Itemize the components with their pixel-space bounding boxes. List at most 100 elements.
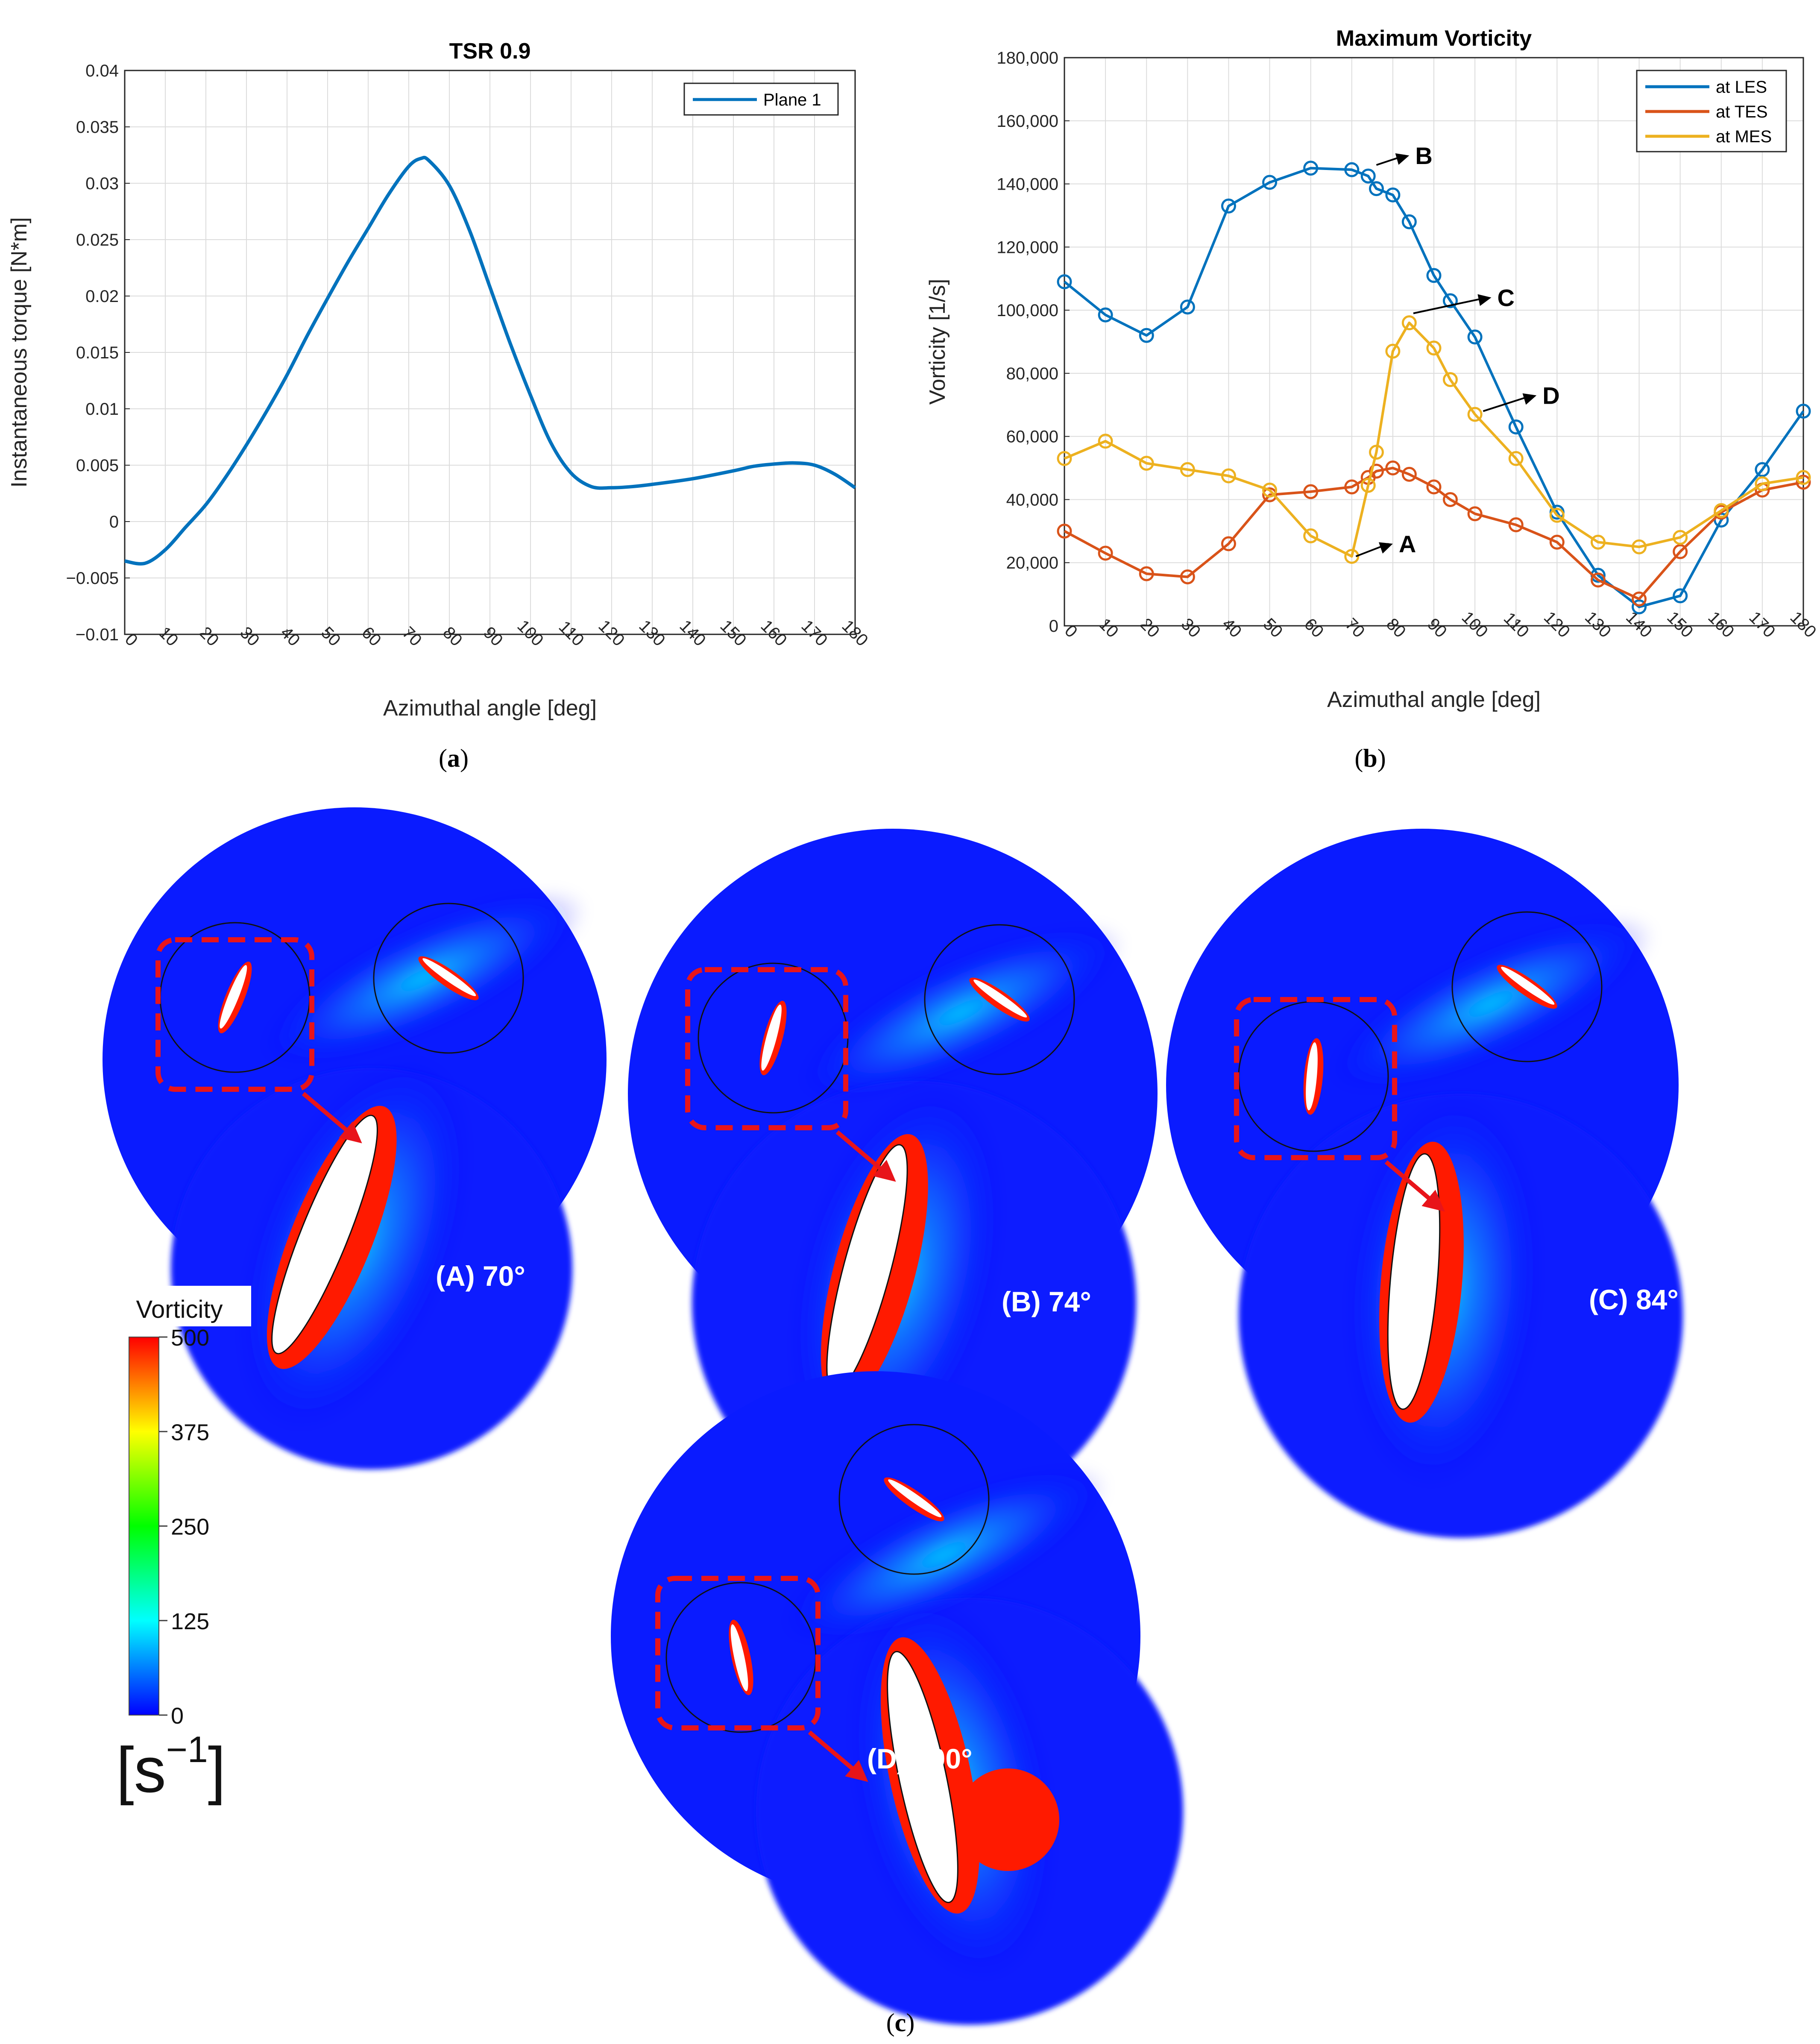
data-point	[1673, 544, 1688, 559]
zoom-blade-airfoil	[271, 1114, 378, 1355]
colorbar-tick-label: 125	[171, 1609, 209, 1634]
caption-c: (c)	[886, 2009, 915, 2037]
annotation-arrowhead	[1395, 153, 1410, 165]
field-label: (D) 100°	[867, 1743, 972, 1774]
field-label: (B) 74°	[1002, 1286, 1091, 1317]
caption-b: (b)	[1354, 744, 1386, 772]
x-axis-label: Azimuthal angle [deg]	[383, 696, 597, 721]
annotation-label: A	[1399, 531, 1416, 557]
data-point	[1360, 478, 1376, 493]
data-point	[1442, 293, 1458, 308]
blade-airfoil	[1501, 967, 1555, 1005]
vorticity-contour-panel: (A) 70° (B) 74° (C) 84° (D) 100°	[103, 807, 1683, 2025]
data-point	[1303, 484, 1319, 499]
y-tick-label: 0.04	[85, 62, 119, 80]
blade-orbit-circle	[373, 903, 524, 1054]
data-point	[1508, 517, 1524, 533]
data-point	[1467, 329, 1483, 345]
y-tick-label: 0	[109, 513, 119, 531]
zoom-arrow	[1384, 1160, 1445, 1212]
data-point	[1549, 507, 1565, 523]
highlight-box	[155, 937, 314, 1092]
data-point	[1632, 539, 1647, 554]
highlight-box	[655, 1576, 821, 1730]
vorticity-field-4: (D) 100°	[611, 1371, 1183, 2025]
colorbar-title: Vorticity	[136, 1296, 223, 1323]
data-point	[1262, 482, 1278, 498]
blade-airfoil	[1306, 1042, 1318, 1111]
y-tick-label: 0.035	[76, 118, 119, 137]
y-tick-label: 160,000	[996, 112, 1058, 131]
wake-glow	[258, 889, 587, 1067]
data-point	[1262, 175, 1278, 190]
annotation-arrowhead	[1522, 393, 1537, 405]
zoom-arrow	[808, 1730, 868, 1782]
data-point	[1139, 455, 1154, 471]
data-point	[1442, 372, 1458, 387]
annotation-arrowhead	[1378, 542, 1393, 554]
highlight-box	[685, 967, 848, 1130]
data-point	[1221, 536, 1236, 551]
wake-glow	[780, 1466, 1108, 1644]
shed-vortex	[957, 1768, 1059, 1871]
blade-orbit-circle	[1451, 911, 1603, 1062]
colorbar-unit: [s−1]	[116, 1729, 226, 1806]
zoom-arrow	[302, 1092, 362, 1144]
data-point	[1180, 569, 1195, 584]
y-tick-label: 0.015	[76, 343, 119, 362]
data-point	[1796, 470, 1811, 485]
data-point	[1369, 463, 1384, 479]
data-point	[1057, 523, 1072, 539]
blade-airfoil	[220, 965, 247, 1029]
y-tick-label: 140,000	[996, 175, 1058, 194]
data-point	[1057, 274, 1072, 290]
zoom-blade-airfoil	[887, 1651, 958, 1903]
data-point	[1344, 479, 1360, 495]
blade-airfoil	[761, 1004, 782, 1071]
data-point	[1426, 340, 1442, 356]
vorticity-chart: 0 10 20 30 40 50 60 70 80 90 100 110 120 130 140 150 160…	[925, 26, 1820, 712]
y-axis-label: Vorticity [1/s]	[925, 279, 950, 405]
vorticity-field-3: (C) 84°	[1166, 829, 1683, 1538]
blade-airfoil	[973, 979, 1027, 1018]
colorbar-title-background	[110, 1286, 251, 1326]
y-tick-label: 0.005	[76, 456, 119, 475]
data-point	[1221, 198, 1236, 214]
colorbar-ticks: 500 375 250 125 0	[159, 1325, 209, 1729]
data-point	[1632, 599, 1647, 615]
annotation-label: B	[1415, 142, 1432, 169]
data-point	[1467, 506, 1483, 522]
y-tick-label: 0.01	[85, 400, 119, 419]
data-point	[1796, 404, 1811, 419]
data-point	[1673, 588, 1688, 604]
colorbar-gradient	[129, 1337, 159, 1716]
y-tick-label: 120,000	[996, 238, 1058, 257]
data-point	[1344, 162, 1360, 177]
y-tick-label: 0.025	[76, 231, 119, 249]
field-label: (A) 70°	[436, 1260, 525, 1292]
data-point	[1385, 460, 1401, 476]
series-line-at-mes	[1064, 321, 1804, 558]
data-point	[1180, 299, 1195, 315]
data-point	[1755, 476, 1770, 491]
y-tick-label: 100,000	[996, 301, 1058, 320]
data-point	[1180, 462, 1195, 477]
y-tick-label: 40,000	[1006, 490, 1058, 509]
series-line-at-tes	[1064, 466, 1804, 601]
blade-orbit-circle	[924, 924, 1075, 1075]
zoom-blade-airfoil	[1387, 1153, 1441, 1410]
data-point	[1508, 451, 1524, 466]
data-point	[1098, 434, 1113, 449]
data-point	[1098, 307, 1113, 323]
wake-glow	[1326, 915, 1655, 1093]
data-point	[1673, 530, 1688, 545]
y-axis-label: Instantaneous torque [N*m]	[7, 217, 32, 487]
y-tick-label: 0	[1049, 617, 1058, 636]
y-tick-label: 20,000	[1006, 554, 1058, 572]
legend-label: at LES	[1716, 78, 1767, 97]
wake-glow	[797, 923, 1125, 1102]
data-point	[1369, 445, 1384, 460]
data-point	[1360, 168, 1376, 184]
data-point	[1303, 161, 1319, 176]
